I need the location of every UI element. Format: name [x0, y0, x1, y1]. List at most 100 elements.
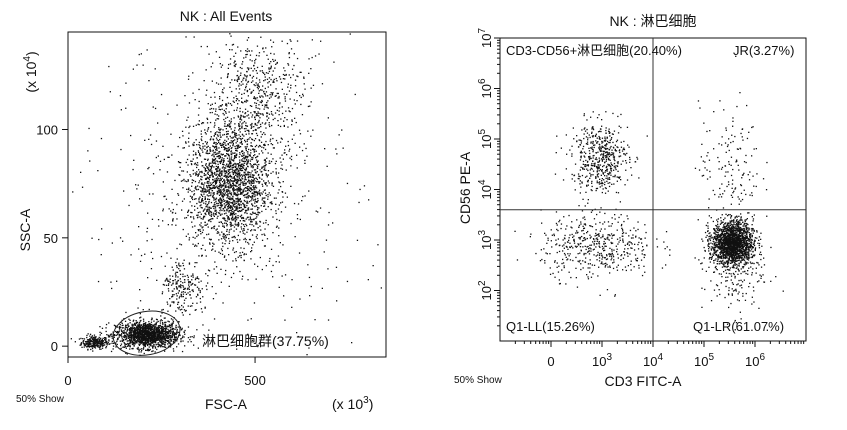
- left-data-point: [105, 337, 107, 339]
- left-data-point: [227, 216, 229, 218]
- left-data-point: [195, 124, 197, 126]
- left-data-point: [194, 180, 197, 183]
- left-data-point: [205, 201, 207, 203]
- left-data-point: [228, 218, 231, 220]
- left-data-point: [239, 183, 241, 186]
- left-data-point: [129, 332, 131, 334]
- left-data-point: [184, 291, 186, 293]
- left-data-point: [176, 258, 178, 260]
- left-data-point: [139, 260, 142, 262]
- left-data-point: [261, 133, 263, 136]
- left-data-point: [251, 165, 253, 167]
- left-data-point: [212, 245, 214, 247]
- left-data-point: [234, 184, 236, 186]
- left-data-point: [254, 118, 256, 121]
- left-data-point: [137, 341, 139, 343]
- left-data-point: [230, 180, 233, 182]
- left-data-point: [247, 172, 249, 174]
- left-data-point: [253, 68, 256, 70]
- left-data-point: [185, 142, 187, 144]
- left-data-point: [210, 165, 212, 168]
- left-data-point: [264, 159, 266, 162]
- left-data-point: [153, 338, 156, 340]
- left-data-point: [215, 82, 218, 84]
- left-data-point: [86, 334, 88, 337]
- left-data-point: [150, 143, 153, 146]
- left-data-point: [133, 159, 135, 161]
- left-data-point: [251, 247, 253, 249]
- left-data-point: [184, 180, 186, 182]
- left-data-point: [194, 262, 196, 264]
- left-data-point: [219, 162, 222, 165]
- left-data-point: [232, 236, 234, 238]
- left-data-point: [237, 225, 239, 227]
- left-data-point: [256, 216, 258, 218]
- left-data-point: [234, 178, 236, 180]
- left-data-point: [137, 335, 139, 337]
- left-data-point: [142, 318, 145, 320]
- left-data-point: [199, 153, 201, 155]
- left-data-point: [265, 95, 267, 97]
- left-data-point: [158, 331, 161, 333]
- left-data-point: [81, 186, 84, 188]
- left-y-tick-label: 0: [51, 339, 58, 354]
- left-data-point: [251, 50, 253, 52]
- left-data-point: [232, 186, 235, 189]
- left-data-point: [220, 192, 222, 194]
- left-data-point: [169, 275, 171, 277]
- left-data-point: [99, 331, 101, 333]
- left-data-point: [213, 135, 215, 137]
- left-data-point: [276, 80, 278, 82]
- left-data-point: [118, 331, 120, 333]
- left-data-point: [206, 186, 208, 188]
- left-data-point: [285, 169, 287, 171]
- left-data-point: [267, 206, 269, 208]
- left-data-point: [121, 338, 123, 340]
- left-data-point: [171, 294, 174, 296]
- left-data-point: [207, 171, 209, 173]
- left-data-point: [218, 106, 220, 108]
- left-data-point: [273, 60, 275, 62]
- left-data-point: [152, 342, 154, 344]
- left-data-point: [204, 208, 206, 210]
- left-data-point: [280, 81, 283, 84]
- left-data-point: [215, 145, 217, 147]
- left-data-point: [256, 191, 259, 193]
- left-data-point: [238, 210, 241, 212]
- left-data-point: [246, 90, 248, 93]
- left-data-point: [116, 334, 118, 336]
- left-data-point: [249, 136, 251, 139]
- left-data-point: [258, 173, 260, 176]
- left-data-point: [238, 204, 241, 206]
- left-data-point: [251, 145, 253, 147]
- left-data-point: [177, 279, 180, 282]
- left-data-point: [162, 283, 164, 286]
- left-data-point: [245, 167, 247, 169]
- left-data-point: [260, 89, 262, 91]
- left-data-point: [252, 70, 254, 72]
- left-data-point: [226, 189, 228, 191]
- left-data-point: [228, 175, 230, 177]
- left-data-point: [223, 164, 225, 166]
- left-data-point: [275, 88, 277, 90]
- left-data-point: [244, 75, 246, 77]
- left-data-point: [252, 186, 254, 188]
- left-data-point: [224, 146, 226, 149]
- left-data-point: [161, 320, 163, 322]
- left-data-point: [226, 197, 228, 199]
- left-data-point: [172, 290, 174, 292]
- left-data-point: [199, 186, 201, 188]
- left-data-point: [228, 233, 230, 236]
- left-data-point: [169, 341, 171, 343]
- left-data-point: [301, 114, 304, 116]
- left-data-point: [139, 343, 141, 345]
- left-data-point: [165, 284, 168, 286]
- left-data-point: [167, 328, 169, 331]
- left-data-point: [206, 117, 208, 119]
- left-data-point: [229, 209, 231, 212]
- left-data-point: [86, 340, 88, 343]
- left-data-point: [211, 286, 213, 288]
- left-data-point: [114, 325, 117, 327]
- left-data-point: [258, 112, 260, 114]
- left-data-point: [122, 327, 124, 329]
